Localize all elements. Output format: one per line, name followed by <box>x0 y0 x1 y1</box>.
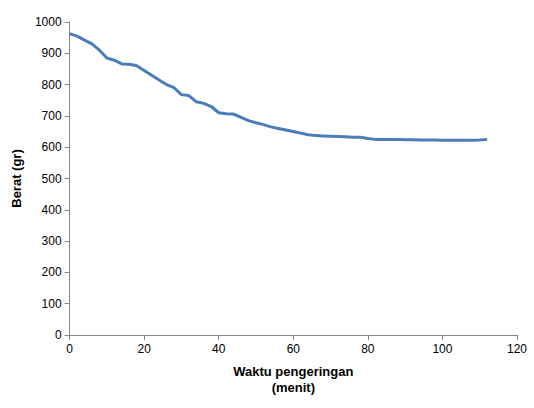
svg-text:100: 100 <box>42 297 62 311</box>
svg-text:20: 20 <box>137 342 151 356</box>
svg-text:500: 500 <box>42 172 62 186</box>
svg-text:0: 0 <box>55 328 62 342</box>
svg-text:0: 0 <box>66 342 73 356</box>
svg-text:800: 800 <box>42 78 62 92</box>
svg-text:1000: 1000 <box>35 15 62 29</box>
svg-text:Berat (gr): Berat (gr) <box>9 149 24 208</box>
svg-text:120: 120 <box>507 342 527 356</box>
svg-text:80: 80 <box>361 342 375 356</box>
svg-text:60: 60 <box>287 342 301 356</box>
svg-text:900: 900 <box>42 46 62 60</box>
svg-text:200: 200 <box>42 265 62 279</box>
svg-text:400: 400 <box>42 203 62 217</box>
svg-text:100: 100 <box>432 342 452 356</box>
svg-text:700: 700 <box>42 109 62 123</box>
svg-text:300: 300 <box>42 234 62 248</box>
svg-text:600: 600 <box>42 140 62 154</box>
svg-text:Waktu pengeringan: Waktu pengeringan <box>233 364 353 379</box>
svg-text:40: 40 <box>212 342 226 356</box>
svg-text:(menit): (menit) <box>272 380 315 395</box>
